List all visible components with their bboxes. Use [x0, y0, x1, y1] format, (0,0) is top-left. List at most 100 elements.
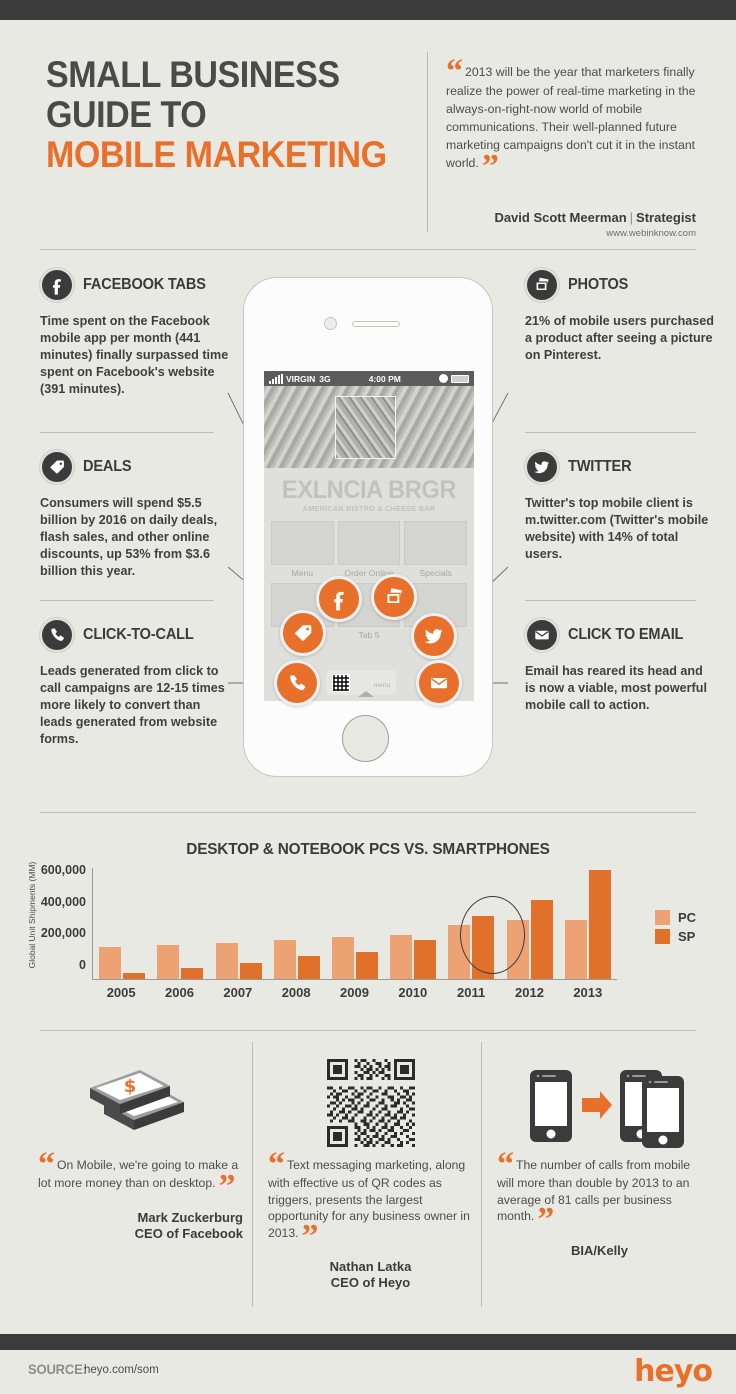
card-quote-text: Text messaging marketing, along with eff…: [268, 1158, 470, 1240]
app-bottom-bar[interactable]: menu: [326, 670, 396, 697]
heyo-logo: heyo: [634, 1354, 713, 1389]
business-tagline: AMERICAN BISTRO & CHEESE BAR: [302, 504, 436, 513]
feature-click-to-email: CLICK TO EMAIL Email has reared its head…: [525, 618, 715, 714]
fab-email-icon[interactable]: [416, 660, 462, 706]
header-quote: “2013 will be the year that marketers fi…: [446, 53, 696, 184]
quote-close-icon: ”: [301, 1217, 319, 1255]
legend-swatch-sp: [655, 929, 670, 944]
chart-y-axis-label: Global Unit Shipments (MM): [27, 861, 37, 969]
y-tick-label: 600,000: [40, 862, 86, 877]
chart-x-label: 2009: [340, 985, 369, 1000]
divider-cards-top: [40, 1030, 696, 1031]
chart-bars: [93, 868, 617, 979]
y-tick-label: 200,000: [40, 926, 86, 941]
chart-bar-group: [268, 868, 326, 979]
legend-label-pc: PC: [678, 910, 697, 925]
bluetooth-icon: [439, 374, 448, 383]
legend-item-sp: SP: [655, 929, 696, 944]
chart-bar-group: [151, 868, 209, 979]
card-attrib-name: BIA/Kelly: [570, 1242, 629, 1258]
chart-bar-group: [93, 868, 151, 979]
status-right-icons: [439, 374, 469, 383]
quote-open-icon: “: [268, 1146, 285, 1183]
y-tick-label: 0: [79, 958, 86, 972]
business-name: EXLNCIA BRGR: [281, 476, 457, 504]
card-quote: “On Mobile, we're going to make a lot mo…: [38, 1146, 243, 1204]
menu-button[interactable]: menu: [357, 673, 391, 697]
chart-bar-group: [559, 868, 617, 979]
title-line-3: MOBILE MARKETING: [46, 134, 387, 175]
card-quote: “Text messaging marketing, along with ef…: [268, 1146, 473, 1255]
chart-bar-group: [384, 868, 442, 979]
quote-open-icon: “: [38, 1146, 55, 1183]
chart-bar-pc-2006: [157, 945, 180, 979]
header-quote-text: 2013 will be the year that marketers fin…: [446, 65, 696, 171]
quote-open-icon: “: [446, 53, 463, 90]
legend-swatch-pc: [655, 910, 670, 925]
fab-phone-icon[interactable]: [274, 660, 320, 706]
phone-mockup: VIRGIN 3G 4:00 PM EXLNCIA BRGR AMERICAN …: [243, 277, 493, 777]
chevron-up-icon: [357, 673, 374, 697]
menu-label: menu: [373, 681, 391, 689]
source-value[interactable]: heyo.com/som: [84, 1364, 159, 1376]
app-tab-specials[interactable]: Specials: [404, 521, 467, 578]
qr-code-icon[interactable]: [331, 673, 350, 692]
chart-annotation-circle: [460, 896, 525, 974]
tab-thumb: [337, 521, 401, 565]
fab-facebook-icon[interactable]: [316, 576, 362, 622]
carrier-label: VIRGIN: [286, 373, 316, 384]
feature-title: DEALS: [83, 458, 132, 475]
footer: SOURCE: heyo.com/som heyo: [0, 1350, 736, 1394]
quote-author-url: www.webinknow.com: [606, 228, 696, 239]
front-camera-icon: [324, 317, 337, 330]
chart-bar-sp-2008: [297, 956, 320, 979]
hero-image: [264, 386, 474, 468]
feature-header: CLICK-TO-CALL: [40, 618, 230, 652]
card-quote-text: The number of calls from mobile will mor…: [497, 1158, 691, 1224]
fab-deals-tag-icon[interactable]: [280, 610, 326, 656]
chart-x-label: 2012: [515, 985, 544, 1000]
chart-plot-area: 0 200,000 400,000 600,000: [41, 863, 617, 980]
feature-body: Email has reared its head and is now a v…: [525, 664, 707, 712]
divider-left-1: [40, 432, 214, 433]
divider-chart-top: [40, 812, 696, 813]
tab-label: Menu: [291, 568, 314, 578]
fab-twitter-icon[interactable]: [411, 613, 457, 659]
chart-x-label: 2005: [106, 985, 136, 1000]
chart-x-label: 2006: [165, 985, 194, 1000]
app-tab-order-online[interactable]: Order Online: [337, 521, 401, 578]
legend-item-pc: PC: [655, 910, 696, 925]
clock-label: 4:00 PM: [368, 373, 401, 384]
divider-card-2: [481, 1042, 482, 1307]
chart-bar-sp-2012: [530, 900, 553, 979]
chart-bar-pc-2007: [215, 942, 238, 979]
feature-header: TWITTER: [525, 450, 715, 484]
email-icon: [525, 618, 559, 652]
svg-text:$: $: [123, 1076, 136, 1097]
card-attrib-name: Mark Zuckerburg: [137, 1209, 243, 1225]
chart-bar-group: [209, 868, 267, 979]
feature-twitter: TWITTER Twitter's top mobile client is m…: [525, 450, 715, 563]
bottom-bar: [0, 1334, 736, 1350]
feature-header: FACEBOOK TABS: [40, 268, 230, 302]
feature-title: TWITTER: [568, 458, 632, 475]
chart-x-axis-labels: 2005 2006 2007 2008 2009 2010 2011 2012 2013: [92, 985, 617, 1000]
title-line-2: GUIDE TO: [46, 94, 207, 135]
feature-click-to-call: CLICK-TO-CALL Leads generated from click…: [40, 618, 230, 748]
app-tab-menu[interactable]: Menu: [271, 521, 334, 578]
tab-thumb: [404, 521, 467, 565]
chart-bar-pc-2009: [331, 937, 354, 979]
chart-title: DESKTOP & NOTEBOOK PCS VS. SMARTPHONES: [186, 841, 550, 858]
fab-photos-icon[interactable]: [371, 574, 417, 620]
legend-label-sp: SP: [678, 929, 696, 944]
phone-icon: [40, 618, 74, 652]
card-latka: “Text messaging marketing, along with ef…: [268, 1050, 473, 1291]
chart-bar-group: [326, 868, 384, 979]
feature-title: CLICK TO EMAIL: [568, 626, 684, 643]
card-quote-text: On Mobile, we're going to make a lot mor…: [38, 1158, 239, 1191]
card-quote: “The number of calls from mobile will mo…: [497, 1147, 702, 1237]
earpiece-speaker-icon: [352, 321, 400, 327]
divider-right-1: [525, 432, 696, 433]
home-button[interactable]: [342, 715, 389, 762]
